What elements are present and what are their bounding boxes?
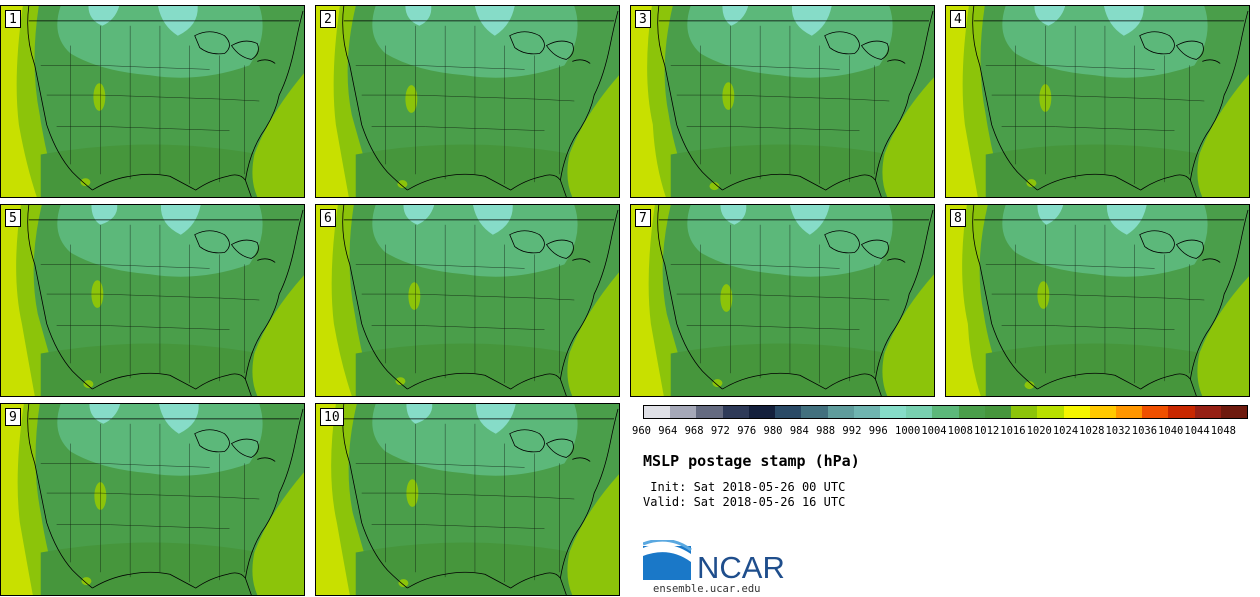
mslp-map	[316, 205, 619, 396]
colorbar-tick-label: 1004	[921, 425, 947, 437]
ensemble-member-panel: 3	[630, 5, 935, 198]
colorbar-tick-label: 1036	[1131, 425, 1158, 437]
colorbar-tick-label: 960	[632, 425, 651, 437]
colorbar-swatch	[1194, 406, 1221, 418]
member-number-label: 9	[5, 408, 21, 426]
colorbar-swatch	[1089, 406, 1116, 418]
member-number-label: 2	[320, 10, 336, 28]
colorbar-tick-label: 984	[789, 425, 809, 437]
mslp-map	[631, 6, 934, 197]
member-number-label: 7	[635, 209, 651, 227]
colorbar-tick-labels: 960 964 968 972 976 980 984 988 992 996 1000 1004 10…	[632, 425, 1260, 439]
colorbar-tick-label: 976	[737, 425, 757, 437]
colorbar-tick-label: 1000	[895, 425, 921, 437]
colorbar-swatch	[1063, 406, 1090, 418]
ensemble-member-panel: 4	[945, 5, 1250, 198]
colorbar-swatch	[670, 406, 697, 418]
colorbar-swatch	[644, 406, 671, 418]
svg-text:NCAR: NCAR	[697, 550, 785, 582]
colorbar-swatch	[1168, 406, 1195, 418]
colorbar-swatch	[748, 406, 776, 418]
mslp-map	[946, 205, 1249, 396]
colorbar-swatch	[1011, 406, 1038, 418]
member-number-label: 3	[635, 10, 651, 28]
ensemble-member-panel: 8	[945, 204, 1250, 397]
colorbar-swatch	[932, 406, 959, 418]
colorbar-tick-label: 1020	[1026, 425, 1052, 437]
colorbar-tick-label: 1040	[1158, 425, 1184, 437]
colorbar-tick-label: 1024	[1052, 425, 1079, 437]
colorbar-swatch	[1037, 406, 1064, 418]
valid-time: Valid: Sat 2018-05-26 16 UTC	[643, 495, 846, 509]
colorbar-tick-label: 1032	[1105, 425, 1131, 437]
site-url: ensemble.ucar.edu	[653, 583, 761, 595]
ensemble-member-panel: 5	[0, 204, 305, 397]
colorbar-swatch	[906, 406, 933, 418]
colorbar-tick-label: 1028	[1079, 425, 1105, 437]
ncar-logo: NCAR	[643, 540, 785, 582]
mslp-map	[1, 404, 304, 595]
ensemble-member-panel: 7	[630, 204, 935, 397]
colorbar-swatch	[1220, 406, 1248, 418]
colorbar-tick-label: 1048	[1210, 425, 1236, 437]
colorbar-swatch	[696, 406, 723, 418]
mslp-map	[946, 6, 1249, 197]
pressure-colorbar	[643, 405, 1248, 419]
ensemble-member-panel: 10	[315, 403, 620, 596]
member-number-label: 10	[320, 408, 344, 426]
member-number-label: 6	[320, 209, 336, 227]
colorbar-tick-label: 1044	[1184, 425, 1210, 437]
member-number-label: 4	[950, 10, 966, 28]
plot-title: MSLP postage stamp (hPa)	[643, 452, 860, 470]
colorbar-tick-label: 980	[763, 425, 783, 437]
colorbar-tick-label: 992	[842, 425, 862, 437]
colorbar-tick-label: 1012	[973, 425, 1000, 437]
colorbar-tick-label: 968	[684, 425, 704, 437]
colorbar-swatch	[827, 406, 854, 418]
member-number-label: 8	[950, 209, 966, 227]
colorbar-tick-label: 972	[710, 425, 730, 437]
member-number-label: 1	[5, 10, 21, 28]
colorbar-tick-label: 1008	[947, 425, 973, 437]
colorbar-swatch	[775, 406, 802, 418]
colorbar-tick-label: 988	[816, 425, 836, 437]
ensemble-member-panel: 1	[0, 5, 305, 198]
ensemble-member-panel: 9	[0, 403, 305, 596]
ensemble-member-panel: 2	[315, 5, 620, 198]
colorbar-swatch	[1142, 406, 1169, 418]
colorbar-swatch	[1115, 406, 1143, 418]
colorbar-swatch	[801, 406, 828, 418]
colorbar-swatch	[853, 406, 880, 418]
mslp-map	[1, 205, 304, 396]
mslp-map	[1, 6, 304, 197]
mslp-map	[316, 6, 619, 197]
colorbar-tick-label: 996	[868, 425, 888, 437]
colorbar-swatch	[879, 406, 907, 418]
colorbar-swatch	[958, 406, 985, 418]
mslp-map	[316, 404, 619, 595]
colorbar-swatch	[984, 406, 1012, 418]
ensemble-member-panel: 6	[315, 204, 620, 397]
colorbar-tick-label: 964	[658, 425, 678, 437]
colorbar-swatch	[722, 406, 749, 418]
colorbar-tick-label: 1016	[1000, 425, 1026, 437]
member-number-label: 5	[5, 209, 21, 227]
mslp-map	[631, 205, 934, 396]
init-time: Init: Sat 2018-05-26 00 UTC	[643, 480, 846, 494]
